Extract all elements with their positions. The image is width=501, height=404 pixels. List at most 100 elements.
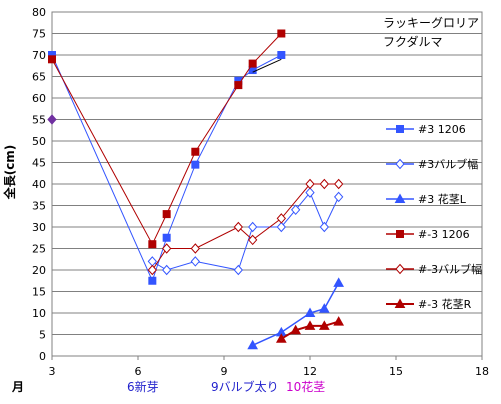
series bbox=[147, 178, 344, 276]
stage-label-bulb: 9バルブ太り bbox=[211, 379, 279, 394]
y-tick-label: 50 bbox=[32, 135, 46, 148]
data-point-triangle bbox=[304, 307, 316, 317]
data-point-square bbox=[162, 233, 171, 242]
y-tick-label: 70 bbox=[32, 49, 46, 62]
y-tick-label: 65 bbox=[32, 71, 46, 84]
y-axis-title: 全長(cm) bbox=[2, 145, 17, 201]
x-axis-unit: 月 bbox=[11, 380, 24, 394]
data-point-diamond bbox=[290, 204, 301, 216]
y-tick-label: 55 bbox=[32, 114, 46, 127]
y-tick-label: 45 bbox=[32, 157, 46, 170]
data-point-diamond bbox=[333, 191, 344, 203]
data-point-square bbox=[191, 160, 200, 169]
data-point-diamond bbox=[395, 158, 405, 170]
y-tick-label: 40 bbox=[32, 178, 46, 191]
legend-entry: #3 1206 bbox=[386, 123, 466, 136]
data-point-diamond bbox=[247, 234, 258, 246]
legend-entry: #-3 1206 bbox=[386, 228, 470, 241]
y-tick-label: 35 bbox=[32, 200, 46, 213]
legend-label: #3 1206 bbox=[418, 123, 466, 136]
data-point-diamond bbox=[147, 264, 158, 276]
legend-label: #3バルブ幅 bbox=[418, 157, 478, 171]
legend-label: #-3バルブ幅 bbox=[418, 262, 482, 276]
data-point-square bbox=[48, 55, 56, 64]
annotation-line-1: ラッキーグロリア bbox=[383, 16, 479, 30]
series bbox=[247, 277, 345, 350]
data-point-diamond bbox=[147, 256, 158, 267]
data-point-diamond bbox=[276, 213, 287, 224]
data-point-triangle bbox=[318, 320, 330, 330]
series bbox=[147, 187, 344, 276]
y-tick-label: 5 bbox=[39, 329, 46, 342]
data-point-diamond bbox=[319, 221, 330, 233]
series-layer bbox=[47, 29, 345, 350]
y-tick-label: 75 bbox=[32, 28, 46, 41]
x-tick-label: 12 bbox=[303, 365, 317, 378]
data-point-diamond bbox=[190, 256, 201, 267]
data-point-diamond bbox=[319, 178, 330, 190]
series bbox=[48, 29, 286, 249]
data-point-diamond bbox=[333, 178, 344, 190]
series bbox=[275, 316, 345, 343]
y-tick-label: 25 bbox=[32, 243, 46, 256]
y-tick-label: 60 bbox=[32, 92, 46, 105]
data-point-square bbox=[396, 230, 404, 238]
data-point-diamond bbox=[305, 187, 315, 198]
legend-entry: #-3バルブ幅 bbox=[386, 262, 482, 276]
data-point-triangle bbox=[333, 277, 345, 287]
y-tick-label: 30 bbox=[32, 221, 46, 234]
legend: #3 1206 #3バルブ幅 #3 花茎L #-3 1206 #-3バルブ幅 #-3 花茎… bbox=[386, 123, 482, 311]
x-tick-label: 6 bbox=[135, 365, 142, 378]
grid bbox=[51, 11, 483, 357]
data-point-square bbox=[162, 210, 171, 219]
data-point-triangle bbox=[304, 320, 316, 330]
stage-label-sprout: 6新芽 bbox=[127, 379, 159, 394]
data-point-diamond bbox=[233, 264, 244, 276]
axes: 0 5 10 15 20 25 30 35 40 45 50 55 60 65 70 75 80 3 6 9 12 15 1… bbox=[32, 6, 489, 378]
data-point-diamond bbox=[233, 221, 244, 233]
data-point-triangle bbox=[247, 339, 259, 350]
data-point-diamond bbox=[47, 114, 57, 125]
data-point-diamond bbox=[161, 243, 172, 254]
y-tick-label: 10 bbox=[32, 307, 46, 320]
data-point-triangle bbox=[394, 298, 406, 308]
data-point-square bbox=[396, 125, 404, 133]
x-tick-label: 18 bbox=[475, 365, 489, 378]
data-point-diamond bbox=[161, 264, 172, 276]
data-point-square bbox=[191, 147, 200, 156]
series-line bbox=[252, 282, 340, 346]
legend-entry: #3 花茎L bbox=[386, 193, 467, 206]
stage-label-stem: 10花茎 bbox=[286, 379, 325, 394]
data-point-square bbox=[277, 29, 286, 38]
legend-label: #-3 1206 bbox=[418, 228, 470, 241]
data-point-triangle bbox=[290, 324, 302, 335]
data-point-diamond bbox=[247, 221, 258, 233]
data-point-square bbox=[148, 276, 157, 285]
data-point-triangle bbox=[333, 316, 345, 326]
y-tick-label: 20 bbox=[32, 264, 46, 277]
data-point-square bbox=[248, 59, 257, 68]
data-point-diamond bbox=[395, 263, 405, 275]
data-point-square bbox=[234, 81, 243, 90]
x-tick-label: 9 bbox=[221, 365, 228, 378]
y-tick-label: 15 bbox=[32, 286, 46, 299]
annotation-line-2: フクダルマ bbox=[383, 34, 443, 49]
data-point-triangle bbox=[318, 303, 330, 313]
y-tick-label: 0 bbox=[39, 350, 46, 363]
series bbox=[48, 51, 286, 285]
legend-label: #-3 花茎R bbox=[418, 298, 472, 311]
x-tick-label: 3 bbox=[49, 365, 56, 378]
data-point-diamond bbox=[276, 221, 287, 233]
data-point-triangle bbox=[394, 193, 406, 203]
data-point-diamond bbox=[305, 178, 315, 190]
x-tick-label: 15 bbox=[389, 365, 403, 378]
y-tick-label: 80 bbox=[32, 6, 46, 19]
series-line bbox=[152, 191, 340, 271]
legend-label: #3 花茎L bbox=[418, 193, 467, 206]
data-point-triangle bbox=[275, 333, 287, 343]
trendline bbox=[252, 58, 282, 73]
legend-entry: #3バルブ幅 bbox=[386, 157, 478, 171]
data-point-square bbox=[148, 240, 157, 249]
legend-entry: #-3 花茎R bbox=[386, 298, 472, 311]
